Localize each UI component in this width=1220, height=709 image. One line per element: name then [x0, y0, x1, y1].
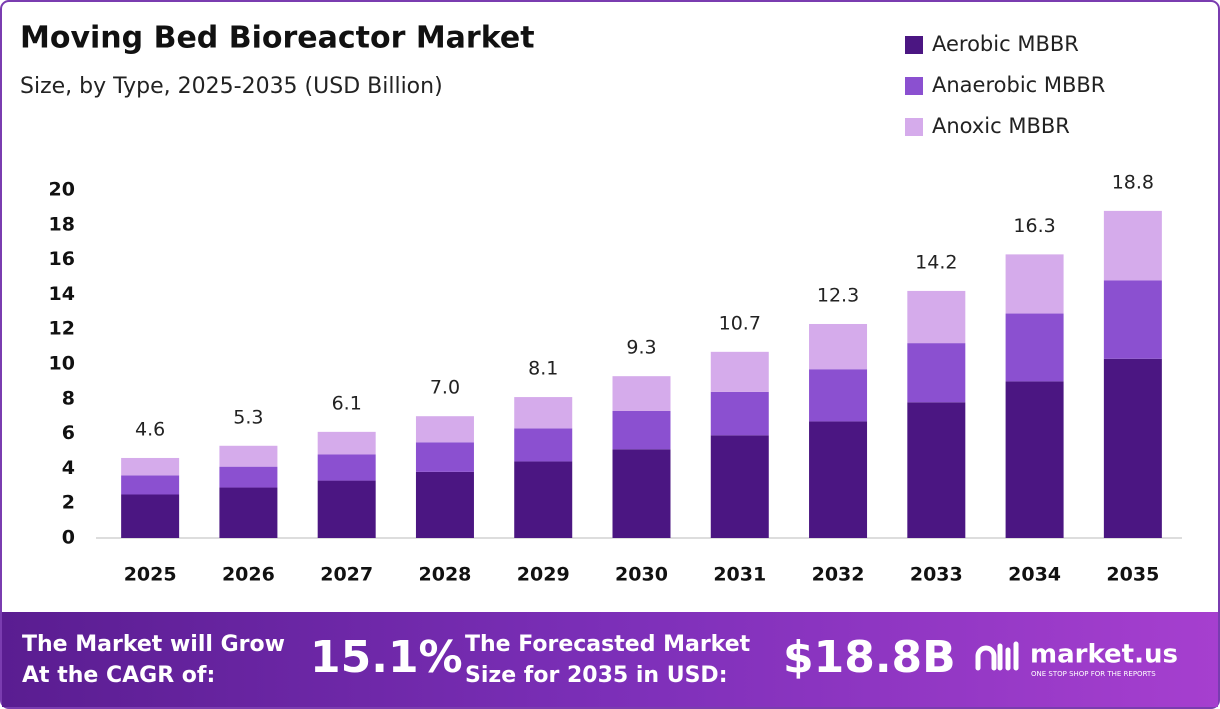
total-label: 4.6 [135, 418, 165, 440]
legend-swatch [905, 77, 923, 95]
forecast-text: Size for 2035 in USD: [465, 663, 728, 688]
bar-segment [907, 290, 966, 344]
total-label: 10.7 [719, 312, 761, 334]
cagr-value: 15.1% [310, 632, 463, 683]
x-tick-label: 2026 [222, 564, 275, 586]
bar-segment [121, 457, 180, 476]
bar-segment [514, 397, 573, 429]
total-label: 12.3 [817, 284, 859, 306]
x-tick-label: 2027 [320, 564, 373, 586]
legend-label: Aerobic MBBR [932, 32, 1079, 56]
legend-swatch [905, 36, 923, 54]
cagr-text: At the CAGR of: [22, 663, 215, 688]
brand-tagline: ONE STOP SHOP FOR THE REPORTS [1031, 670, 1156, 678]
x-tick-label: 2034 [1008, 564, 1061, 586]
bar-segment [415, 442, 474, 472]
x-tick-label: 2025 [124, 564, 177, 586]
bar-segment [317, 480, 376, 538]
x-tick-label: 2031 [713, 564, 766, 586]
chart-subtitle: Size, by Type, 2025-2035 (USD Billion) [20, 74, 443, 99]
legend-swatch [905, 118, 923, 136]
forecast-value: $18.8B [783, 632, 956, 683]
y-tick-label: 14 [49, 283, 75, 305]
bar-segment [1103, 210, 1162, 281]
total-label: 9.3 [626, 337, 656, 359]
y-tick-label: 4 [62, 457, 75, 479]
bar-segment [1005, 313, 1064, 382]
total-label: 5.3 [233, 406, 263, 428]
bar-segment [1103, 280, 1162, 359]
legend-label: Anoxic MBBR [932, 114, 1070, 138]
brand-logo [975, 641, 1019, 671]
x-tick-label: 2029 [517, 564, 570, 586]
bar-segment [710, 391, 769, 436]
legend: Aerobic MBBR Anaerobic MBBR Anoxic MBBR [905, 32, 1105, 138]
x-tick-label: 2028 [419, 564, 472, 586]
bar-segment [710, 435, 769, 538]
y-tick-label: 16 [49, 248, 75, 270]
total-label: 8.1 [528, 358, 558, 380]
forecast-text: The Forecasted Market [465, 632, 751, 657]
total-label: 16.3 [1013, 215, 1055, 237]
bar-segment [514, 428, 573, 462]
bar-segment [907, 402, 966, 538]
bar-segment [121, 494, 180, 538]
brand-name: market.us [1030, 640, 1178, 670]
bar-segment [1005, 381, 1064, 538]
y-tick-label: 18 [49, 213, 75, 235]
bar-segment [1005, 254, 1064, 314]
bar-segment [710, 351, 769, 392]
y-tick-label: 0 [62, 527, 75, 549]
bar-segment [514, 461, 573, 538]
cagr-text: The Market will Grow [22, 632, 285, 657]
bar-segment [415, 416, 474, 443]
chart-title: Moving Bed Bioreactor Market [20, 21, 535, 56]
bar-segment [415, 471, 474, 538]
y-tick-label: 6 [62, 422, 75, 444]
bar-segment [809, 421, 868, 538]
total-label: 14.2 [915, 251, 957, 273]
y-tick-label: 12 [49, 318, 75, 340]
total-label: 6.1 [332, 392, 362, 414]
bar-segment [612, 376, 671, 411]
y-tick-label: 20 [49, 179, 75, 201]
bar-segment [219, 445, 278, 467]
y-tick-label: 8 [62, 387, 75, 409]
total-label: 7.0 [430, 377, 460, 399]
x-tick-label: 2030 [615, 564, 668, 586]
bar-segment [612, 449, 671, 538]
bar-segment [121, 475, 180, 495]
bar-segment [907, 343, 966, 403]
legend-label: Anaerobic MBBR [932, 73, 1105, 97]
bar-segment [317, 431, 376, 455]
bar-segment [219, 466, 278, 488]
x-tick-label: 2032 [812, 564, 865, 586]
total-label: 18.8 [1112, 171, 1154, 193]
y-tick-label: 2 [62, 492, 75, 514]
x-tick-label: 2035 [1106, 564, 1159, 586]
plot: 0 2 4 6 8 10 12 14 16 18 20 2025 4.6 2026 5.3 2027 6.1 20… [49, 171, 1182, 586]
bar-segment [219, 487, 278, 538]
y-tick-label: 10 [49, 353, 75, 375]
bar-segment [809, 369, 868, 422]
bar-segment [612, 410, 671, 450]
bar-segment [809, 323, 868, 370]
x-tick-label: 2033 [910, 564, 963, 586]
bar-segment [1103, 358, 1162, 538]
bar-segment [317, 454, 376, 481]
